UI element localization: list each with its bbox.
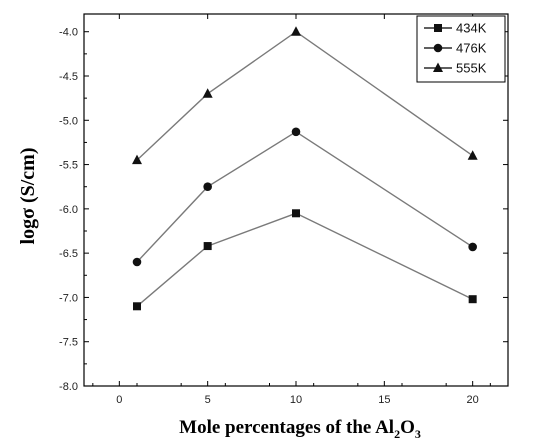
y-tick-label: -5.5 [59, 160, 78, 172]
x-tick-label: 10 [290, 394, 302, 406]
x-axis-label-text: Mole percentages of the Al [179, 417, 394, 438]
series-markers [132, 26, 478, 311]
x-tick-label: 0 [116, 394, 122, 406]
legend-label-476K: 476K [456, 41, 487, 56]
x-axis-label-subscript-3: 3 [415, 427, 421, 441]
y-tick-label: -4.5 [59, 71, 78, 83]
legend-label-555K: 555K [456, 61, 487, 76]
legend-label-434K: 434K [456, 21, 487, 36]
data-point-555K [291, 26, 301, 36]
x-axis-ticks: 0 5 10 15 20 [92, 14, 491, 406]
data-point-555K [467, 150, 478, 160]
y-tick-label: -6.5 [59, 248, 78, 260]
legend-box [416, 15, 506, 83]
data-point-555K [202, 88, 213, 98]
y-tick-label: -7.0 [59, 292, 78, 304]
legend: 434K 476K 555K [416, 15, 506, 83]
data-point-476K [203, 182, 212, 192]
x-axis-label-oxygen: O [400, 417, 415, 438]
data-point-476K [468, 242, 477, 252]
series-line-555K [136, 30, 474, 161]
x-axis-label-subscript-2: 2 [394, 427, 400, 441]
y-axis-label: logσ (S/cm) [17, 148, 39, 245]
series-line-434K [136, 212, 473, 307]
series-lines [136, 30, 474, 307]
data-point-434K [133, 302, 141, 311]
data-point-555K [132, 154, 142, 165]
y-axis-ticks: -4.0 -4.5 -5.0 -5.5 -6.0 -6.5 -7.0 -7.5 -8.0 [59, 27, 508, 393]
y-tick-label: -8.0 [59, 381, 78, 393]
y-tick-label: -4.0 [59, 27, 78, 39]
y-axis-label-group: logσ (S/cm) [17, 148, 39, 245]
legend-marker-434K [434, 24, 442, 32]
y-tick-label: -7.5 [59, 337, 78, 349]
x-tick-label: 15 [378, 394, 390, 406]
x-tick-label: 5 [205, 394, 211, 406]
x-axis-label: Mole percentages of the Al2O3 [179, 417, 421, 441]
x-tick-label: 20 [467, 394, 479, 406]
y-tick-label: -5.0 [59, 115, 78, 127]
data-point-476K [132, 257, 142, 267]
legend-marker-555K [433, 62, 443, 72]
data-point-434K [292, 209, 300, 218]
y-tick-label: -6.0 [59, 204, 78, 216]
data-point-476K [291, 127, 301, 137]
data-point-434K [203, 242, 212, 251]
data-point-434K [468, 295, 477, 304]
legend-marker-476K [433, 43, 443, 53]
series-line-476K [136, 130, 474, 263]
